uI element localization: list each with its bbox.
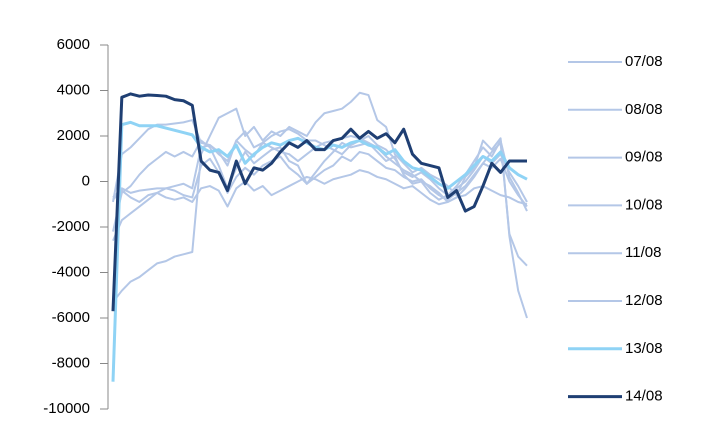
- series-line: [111, 120, 528, 382]
- y-tick-label: -6000: [52, 309, 90, 326]
- series-line: [111, 92, 527, 312]
- y-tick-label: -2000: [52, 218, 90, 235]
- legend-label: 12/08: [625, 292, 663, 309]
- legend-label: 08/08: [625, 101, 663, 118]
- series-line: [112, 139, 528, 232]
- y-tick-label: -10000: [43, 400, 90, 417]
- y-tick-label: 4000: [57, 81, 90, 98]
- y-tick-label: 6000: [57, 36, 90, 53]
- y-tick-label: 2000: [57, 127, 90, 144]
- legend-label: 10/08: [625, 196, 663, 213]
- legend-label: 07/08: [625, 53, 663, 70]
- y-tick-label: 0: [82, 172, 90, 189]
- y-tick-label: -4000: [52, 263, 90, 280]
- series-line: [112, 119, 528, 212]
- legend-label: 11/08: [625, 244, 661, 261]
- legend-label: 14/08: [625, 388, 663, 405]
- series-line: [112, 91, 528, 319]
- legend-label: 13/08: [625, 340, 663, 357]
- legend-label: 09/08: [625, 149, 663, 166]
- y-tick-label: -8000: [52, 354, 90, 371]
